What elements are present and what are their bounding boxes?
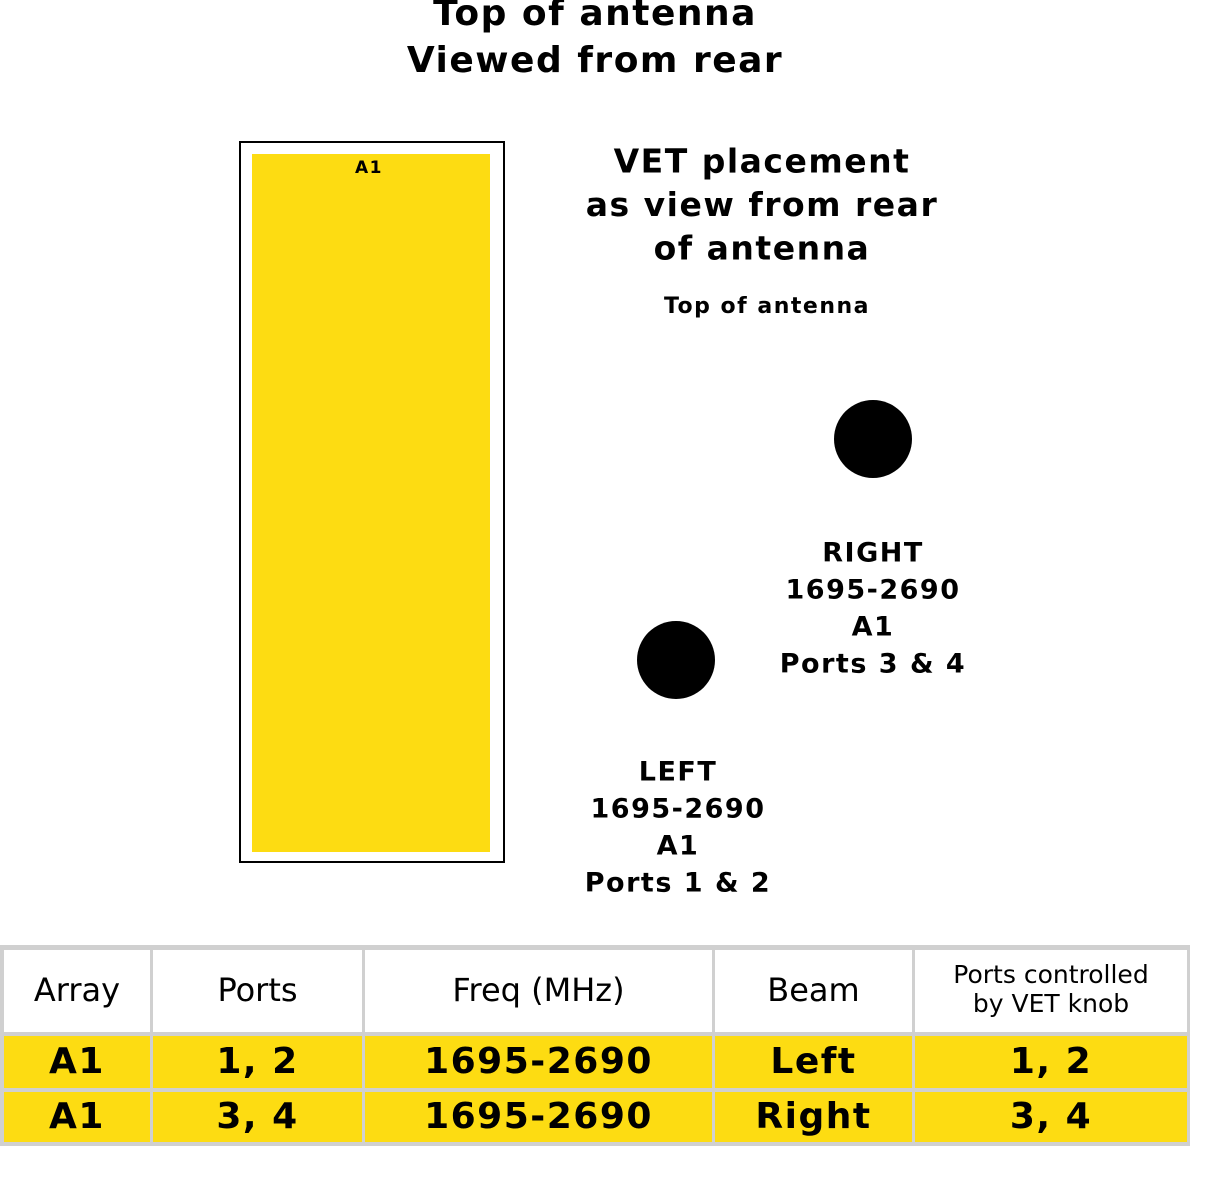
header-text: by VET knob	[973, 989, 1129, 1018]
header-cell	[153, 950, 362, 1032]
placement-title: of antenna	[654, 229, 871, 268]
vet-label: A1	[657, 831, 700, 862]
table-cell	[715, 1036, 912, 1088]
vet-right	[834, 400, 912, 478]
table-cell	[4, 1092, 150, 1142]
cell-text: 1695-2690	[424, 1096, 653, 1137]
placement-title: as view from rear	[586, 185, 938, 224]
header-cell	[915, 950, 1187, 1032]
header-text: Freq (MHz)	[452, 971, 624, 1009]
array-panel	[252, 154, 490, 852]
vet-label: Ports 3 & 4	[780, 649, 966, 680]
cell-text: Right	[755, 1096, 871, 1137]
cell-text: 1, 2	[1010, 1041, 1092, 1082]
header-text: Array	[34, 971, 120, 1009]
vet-left	[637, 621, 715, 699]
header-cell	[715, 950, 912, 1032]
table-cell	[915, 1092, 1187, 1142]
header-text: Ports controlled	[953, 960, 1148, 989]
table-cell	[715, 1092, 912, 1142]
header-text: Beam	[767, 971, 859, 1009]
header-text: Ports	[217, 971, 297, 1009]
vet-label: 1695-2690	[591, 794, 766, 825]
cell-text: A1	[49, 1041, 105, 1082]
vet-label: A1	[852, 612, 895, 643]
page-title: Viewed from rear	[407, 40, 783, 81]
vet-label: LEFT	[639, 757, 718, 788]
page-title: Top of antenna	[433, 0, 757, 34]
table-cell	[915, 1036, 1187, 1088]
table-cell	[4, 1036, 150, 1088]
table-cell	[153, 1092, 362, 1142]
vet-label: Ports 1 & 2	[585, 868, 771, 899]
placement-subtitle: Top of antenna	[664, 294, 870, 319]
placement-title: VET placement	[614, 142, 911, 181]
cell-text: 1, 2	[216, 1041, 298, 1082]
vet-label: 1695-2690	[786, 575, 961, 606]
vet-label: RIGHT	[822, 538, 924, 569]
cell-text: 3, 4	[216, 1096, 298, 1137]
header-cell	[365, 950, 712, 1032]
array-label: A1	[355, 158, 383, 178]
cell-text: A1	[49, 1096, 105, 1137]
table-cell	[365, 1036, 712, 1088]
cell-text: Left	[770, 1041, 856, 1082]
table-cell	[153, 1036, 362, 1088]
cell-text: 1695-2690	[424, 1041, 653, 1082]
header-cell	[4, 950, 150, 1032]
cell-text: 3, 4	[1010, 1096, 1092, 1137]
table-cell	[365, 1092, 712, 1142]
